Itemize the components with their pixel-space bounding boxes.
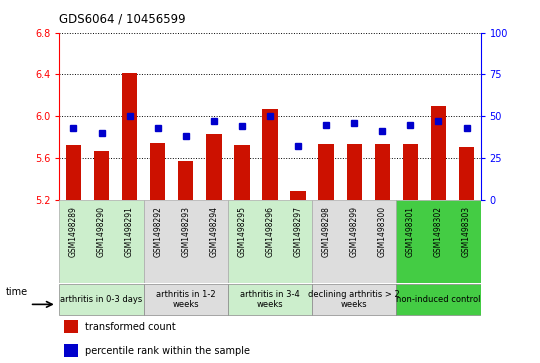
Bar xyxy=(291,191,306,200)
Text: percentile rank within the sample: percentile rank within the sample xyxy=(85,346,249,356)
Text: GSM1498289: GSM1498289 xyxy=(69,206,78,257)
Text: GSM1498291: GSM1498291 xyxy=(125,206,134,257)
Text: declining arthritis > 2
weeks: declining arthritis > 2 weeks xyxy=(308,290,400,309)
Bar xyxy=(347,144,362,200)
Bar xyxy=(64,344,78,357)
Text: GSM1498296: GSM1498296 xyxy=(266,206,274,257)
FancyBboxPatch shape xyxy=(312,284,396,315)
Text: GSM1498290: GSM1498290 xyxy=(97,206,106,257)
Text: GSM1498301: GSM1498301 xyxy=(406,206,415,257)
FancyBboxPatch shape xyxy=(228,284,312,315)
Bar xyxy=(459,147,474,200)
Bar xyxy=(234,146,249,200)
FancyBboxPatch shape xyxy=(144,284,228,315)
Text: GSM1498292: GSM1498292 xyxy=(153,206,162,257)
Text: time: time xyxy=(5,287,28,297)
FancyBboxPatch shape xyxy=(144,200,228,283)
Text: GSM1498294: GSM1498294 xyxy=(210,206,218,257)
Text: GSM1498298: GSM1498298 xyxy=(322,206,330,257)
Bar xyxy=(403,144,418,200)
Text: arthritis in 1-2
weeks: arthritis in 1-2 weeks xyxy=(156,290,215,309)
Text: GSM1498303: GSM1498303 xyxy=(462,206,471,257)
Bar xyxy=(66,146,81,200)
Bar xyxy=(431,106,446,200)
FancyBboxPatch shape xyxy=(59,284,144,315)
Bar xyxy=(178,161,193,200)
Bar xyxy=(206,134,221,200)
Bar xyxy=(319,144,334,200)
Bar xyxy=(262,109,278,200)
Text: GSM1498295: GSM1498295 xyxy=(238,206,246,257)
Bar xyxy=(375,144,390,200)
Bar xyxy=(150,143,165,200)
Text: GDS6064 / 10456599: GDS6064 / 10456599 xyxy=(59,12,186,25)
Text: GSM1498300: GSM1498300 xyxy=(378,206,387,257)
Text: GSM1498293: GSM1498293 xyxy=(181,206,190,257)
Bar xyxy=(122,73,137,200)
FancyBboxPatch shape xyxy=(312,200,396,283)
FancyBboxPatch shape xyxy=(228,200,312,283)
Text: GSM1498302: GSM1498302 xyxy=(434,206,443,257)
Bar xyxy=(94,151,109,200)
Bar xyxy=(64,320,78,333)
Text: arthritis in 0-3 days: arthritis in 0-3 days xyxy=(60,295,143,304)
Text: GSM1498297: GSM1498297 xyxy=(294,206,302,257)
Text: GSM1498299: GSM1498299 xyxy=(350,206,359,257)
Text: arthritis in 3-4
weeks: arthritis in 3-4 weeks xyxy=(240,290,300,309)
Text: transformed count: transformed count xyxy=(85,322,176,332)
FancyBboxPatch shape xyxy=(396,284,481,315)
FancyBboxPatch shape xyxy=(396,200,481,283)
Text: non-induced control: non-induced control xyxy=(396,295,481,304)
FancyBboxPatch shape xyxy=(59,200,144,283)
